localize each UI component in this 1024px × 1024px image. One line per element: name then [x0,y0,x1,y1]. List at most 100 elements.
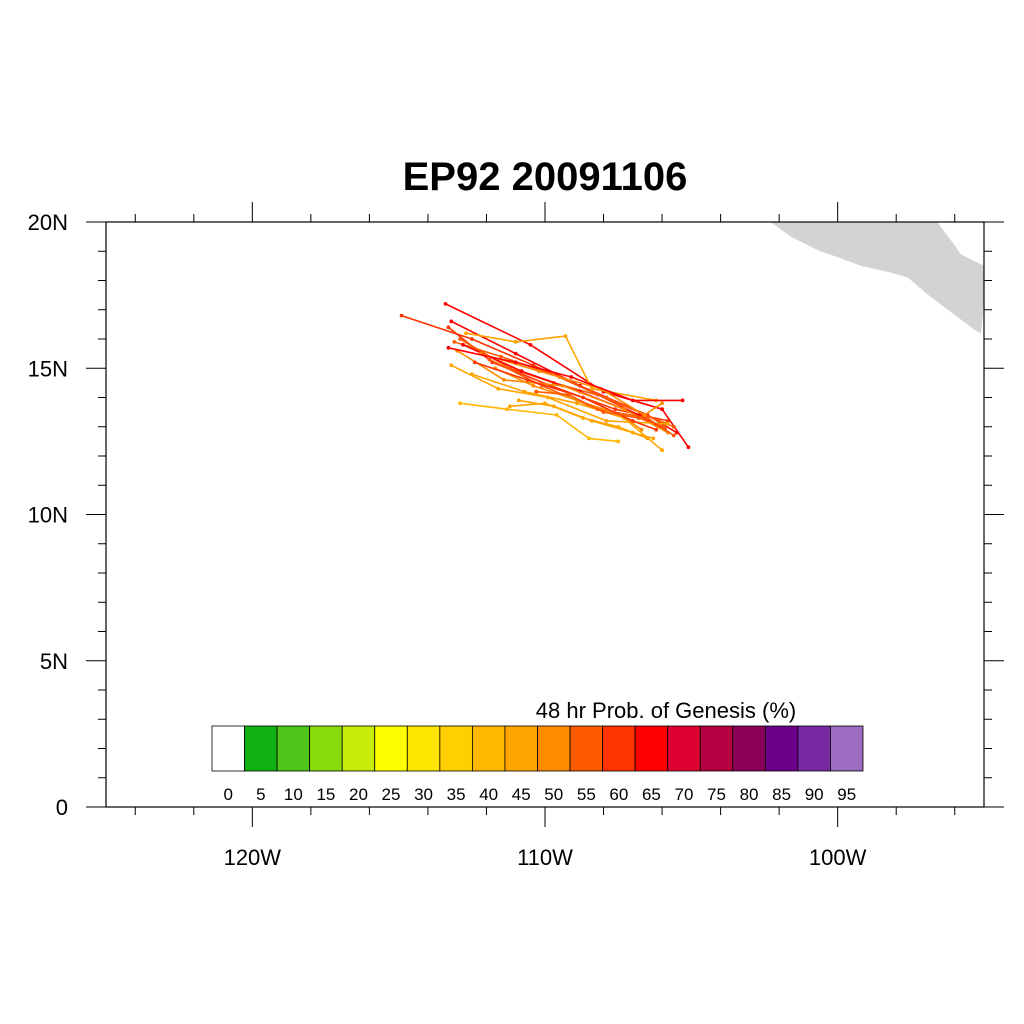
axis-ticks [86,202,1004,827]
storm-track-point [531,383,536,388]
storm-track-point [616,439,621,444]
colorbar-swatch [634,725,669,772]
storm-track-point [654,427,659,432]
colorbar-label: 35 [447,785,466,804]
colorbar-swatch [276,725,311,772]
colorbar-swatch [830,725,864,772]
map-title: EP92 20091106 [403,155,688,199]
storm-track-point [469,337,474,341]
storm-track-point [461,342,465,347]
storm-track-point [528,342,533,347]
storm-track-point [589,386,594,391]
storm-track-point [472,360,477,365]
storm-track-point [639,427,644,432]
colorbar-label: 80 [740,785,759,804]
colorbar-label: 5 [256,785,265,804]
storm-track-point [575,401,580,406]
colorbar: 48 hr Prob. of Genesis (%) 0 5 10 15 20 25 30 3… [211,698,864,804]
storm-track-point [519,369,524,374]
colorbar-swatch [406,725,441,772]
colorbar-swatch [211,725,245,772]
colorbar-label: 70 [675,785,694,804]
colorbar-swatch [797,725,831,772]
storm-track-point [671,424,676,429]
storm-track-point [443,302,448,306]
colorbar-swatch [537,725,571,772]
storm-track-point [516,398,521,403]
colorbar-label: 65 [642,785,661,804]
storm-track-point [513,340,518,344]
colorbar-label: 45 [512,785,531,804]
colorbar-swatch [309,725,343,772]
storm-track-point [616,401,621,406]
storm-track-point [469,372,474,376]
storm-track-point [464,331,468,336]
storm-track-point [563,334,568,338]
colorbar-swatch [569,725,603,772]
colorbar-label: 15 [316,785,335,804]
lon-tick-label: 110W [517,845,573,870]
storm-track-line [459,338,666,425]
colorbar-swatch [374,725,408,772]
colorbar-label: 20 [349,785,368,804]
colorbar-label: 50 [544,785,563,804]
storm-track-point [449,319,454,324]
lat-tick-label: 10N [28,503,68,528]
storm-track-point [636,416,641,420]
storm-track-point [525,378,530,382]
colorbar-label: 0 [224,785,233,804]
storm-track-point [666,419,670,423]
storm-track-point [630,419,635,423]
storm-track-point [601,410,606,414]
storm-track-point [534,389,539,394]
storm-track-point [686,445,691,450]
storm-track-point [645,416,650,420]
land-mass [770,222,984,334]
colorbar-swatch [244,725,278,772]
colorbar-swatch [504,725,538,772]
storm-track-point [399,313,404,318]
storm-track-point [581,395,585,400]
storm-track-point [642,413,647,417]
latitude-labels: 20N 15N 10N 5N 0 [28,210,68,820]
colorbar-label: 60 [609,785,628,804]
storm-track-point [446,325,451,330]
storm-track-point [458,401,462,406]
storm-track-point [502,378,506,382]
storm-track-point [505,407,509,412]
storm-track-point [660,401,664,406]
storm-track-point [551,404,556,409]
storm-track-line [494,367,643,431]
colorbar-label: 40 [479,785,498,804]
storm-track-point [560,383,565,388]
lon-tick-label: 100W [809,845,867,870]
colorbar-swatch [699,725,734,772]
storm-track-point [663,424,667,429]
storm-track-point [566,392,571,397]
storm-track-point [604,419,609,423]
storm-track-point [680,398,685,403]
storm-track-point [589,419,594,423]
lat-tick-label: 15N [28,356,68,381]
storm-track-point [569,375,574,379]
colorbar-label: 90 [805,785,824,804]
storm-track-point [630,398,635,403]
lon-tick-label: 120W [224,845,282,870]
storm-track-point [537,369,541,374]
mexico-coast-land [770,222,984,334]
colorbar-title: 48 hr Prob. of Genesis (%) [536,698,796,723]
colorbar-swatch [602,725,636,772]
lat-tick-label: 0 [56,795,68,820]
storm-track-point [622,407,626,412]
colorbar-swatch [439,725,473,772]
storm-track-point [613,407,618,412]
storm-track-point [666,421,670,426]
storm-track-point [452,340,457,344]
lat-tick-label: 20N [28,210,68,235]
colorbar-swatch [732,725,766,772]
colorbar-label: 95 [837,785,856,804]
storm-track-point [630,430,635,435]
storm-track-point [522,389,527,394]
storm-track-point [660,407,664,412]
